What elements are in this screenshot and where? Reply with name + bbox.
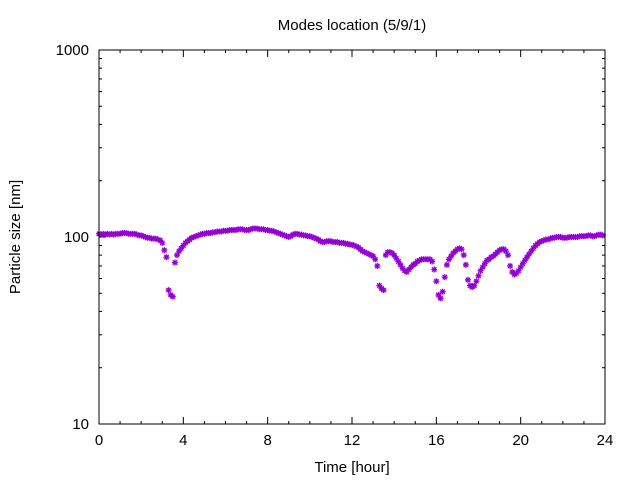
- data-point: [507, 262, 514, 269]
- data-point: [464, 276, 471, 283]
- data-point: [475, 272, 482, 279]
- y-tick-label: 10: [72, 416, 89, 433]
- data-point: [458, 246, 465, 253]
- data-point: [515, 267, 522, 274]
- data-point: [163, 254, 170, 261]
- data-point: [473, 278, 480, 285]
- x-tick-label: 4: [179, 432, 187, 449]
- data-point: [462, 261, 469, 268]
- y-axis-label: Particle size [nm]: [7, 180, 24, 294]
- data-point: [372, 256, 379, 263]
- data-point: [431, 266, 438, 273]
- data-point: [159, 239, 166, 246]
- x-tick-label: 16: [428, 432, 445, 449]
- y-tick-label: 1000: [56, 42, 89, 59]
- data-point: [443, 261, 450, 268]
- chart-title: Modes location (5/9/1): [278, 17, 426, 34]
- data-point: [460, 252, 467, 259]
- data-point: [505, 252, 512, 259]
- x-tick-label: 0: [95, 432, 103, 449]
- data-point: [165, 287, 172, 294]
- data-point: [169, 293, 176, 300]
- x-axis-label: Time [hour]: [314, 459, 389, 476]
- x-tick-label: 12: [344, 432, 361, 449]
- x-tick-label: 8: [263, 432, 271, 449]
- data-point: [433, 278, 440, 285]
- data-point: [437, 295, 444, 302]
- data-point: [439, 288, 446, 295]
- data-point: [429, 258, 436, 265]
- y-tick-label: 100: [64, 229, 89, 246]
- data-point: [161, 247, 168, 254]
- data-point: [370, 253, 377, 260]
- data-point: [374, 262, 381, 269]
- plot-frame: [98, 49, 606, 425]
- data-point: [380, 287, 387, 294]
- data-point: [441, 274, 448, 281]
- x-tick-label: 20: [512, 432, 529, 449]
- x-tick-label: 24: [597, 432, 614, 449]
- data-point: [171, 259, 178, 266]
